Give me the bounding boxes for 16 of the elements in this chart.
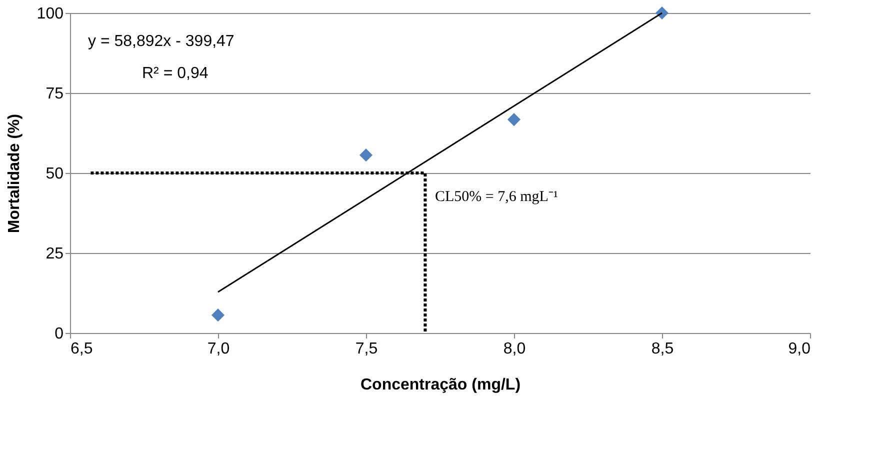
x-tick-label: 8,5: [651, 340, 674, 358]
y-tick-label: 25: [46, 246, 64, 262]
x-tick-label: 7,0: [207, 340, 230, 358]
x-tick-label: 6,5: [70, 340, 93, 358]
x-axis-title: Concentração (mg/L): [360, 376, 521, 394]
y-tick-label: 50: [46, 166, 64, 182]
x-tick-label: 9,0: [788, 340, 811, 358]
annotation: R² = 0,94: [142, 65, 208, 82]
annotation: CL50% = 7,6 mgL⁻¹: [435, 189, 558, 205]
x-tick-label: 7,5: [355, 340, 378, 358]
y-tick-label: 75: [46, 86, 64, 102]
y-axis-title: Mortalidade (%): [6, 114, 23, 234]
annotation: y = 58,892x - 399,47: [88, 33, 234, 50]
y-tick-label: 0: [54, 326, 64, 342]
x-tick-label: 8,0: [503, 340, 526, 358]
y-tick-label: 100: [36, 6, 64, 22]
